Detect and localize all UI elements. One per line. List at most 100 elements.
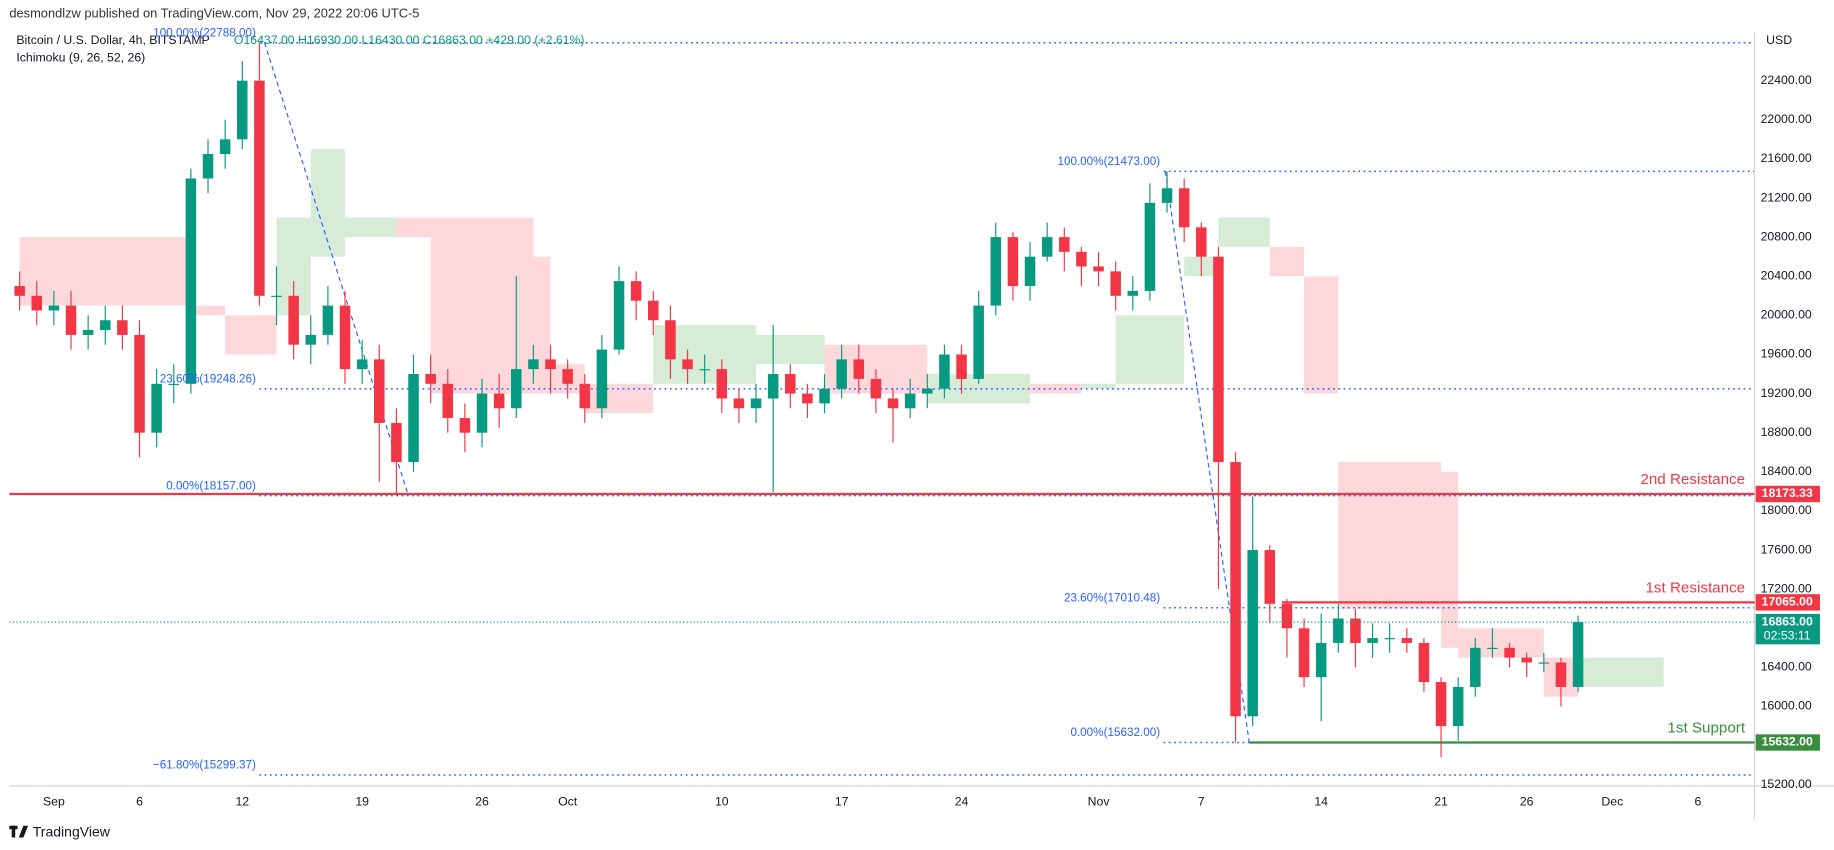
candle-body xyxy=(219,139,231,155)
candle-body xyxy=(819,388,830,404)
candle-body xyxy=(271,295,282,297)
candle-body xyxy=(1178,188,1190,228)
candle-body xyxy=(682,359,693,370)
y-tick-label: 22400.00 xyxy=(1761,73,1812,87)
ohlc: O16437.00 H16930.00 L16430.00 C16863.00 … xyxy=(234,33,585,47)
candle-body xyxy=(322,305,334,335)
cloud xyxy=(1441,471,1459,648)
candle-body xyxy=(408,374,419,463)
candle-body xyxy=(117,320,128,335)
x-tick-label: 26 xyxy=(1520,795,1534,809)
candle-body xyxy=(648,300,659,321)
candle-body xyxy=(887,398,899,409)
fib-label: 23.60%(19248.26) xyxy=(160,373,256,386)
level-tag xyxy=(1755,734,1820,751)
candle-body xyxy=(1435,682,1447,727)
candle-body xyxy=(254,80,265,296)
candle-body xyxy=(1470,647,1481,687)
candle-body xyxy=(990,237,1002,306)
candle-body xyxy=(339,305,351,370)
candle-body xyxy=(1213,256,1224,463)
candle-body xyxy=(476,393,488,433)
x-tick-label: 26 xyxy=(475,795,489,809)
y-tick-label: 18000.00 xyxy=(1761,503,1812,517)
candle-body xyxy=(1264,550,1276,604)
candle-body xyxy=(1298,628,1310,678)
y-tick-label: 18400.00 xyxy=(1761,464,1812,478)
candle-body xyxy=(391,422,402,463)
x-tick-label: 24 xyxy=(955,795,969,809)
last-price-tag xyxy=(1755,613,1820,645)
x-tick-label: 14 xyxy=(1314,795,1328,809)
candle-body xyxy=(1418,642,1430,683)
cloud xyxy=(430,217,534,394)
candle-body xyxy=(904,393,916,409)
cloud xyxy=(756,334,825,365)
fib-label: −61.80%(15299.37) xyxy=(153,759,256,772)
candle-body xyxy=(288,295,299,345)
candle-body xyxy=(665,320,676,360)
plot-area xyxy=(9,41,1755,776)
candle-body xyxy=(716,369,728,399)
x-tick-label: 21 xyxy=(1434,795,1448,809)
fib-label: 23.60%(17010.48) xyxy=(1064,591,1160,604)
candle-body xyxy=(1281,603,1293,629)
y-tick-label: 20000.00 xyxy=(1761,308,1812,322)
y-tick-label: 18800.00 xyxy=(1761,425,1812,439)
candle-body xyxy=(1144,202,1156,291)
cloud xyxy=(345,217,397,238)
candle-body xyxy=(31,295,43,311)
candle-body xyxy=(802,393,813,404)
y-tick-label: 15200.00 xyxy=(1761,777,1812,791)
x-tick-label: 6 xyxy=(1695,795,1702,809)
y-tick-label: 19600.00 xyxy=(1761,347,1812,361)
candle-body xyxy=(836,359,847,389)
level-tag xyxy=(1755,594,1820,611)
candle-body xyxy=(853,359,865,379)
candle-body xyxy=(511,369,522,409)
y-tick-label: 22000.00 xyxy=(1761,112,1812,126)
level-name: 1st Support xyxy=(1667,719,1745,736)
candle-body xyxy=(202,154,214,179)
candle-body xyxy=(14,286,25,296)
y-tick-label: 20800.00 xyxy=(1761,229,1812,243)
footer-logo xyxy=(9,825,29,838)
cloud xyxy=(190,305,226,316)
candle-body xyxy=(1041,237,1053,257)
cloud xyxy=(1269,246,1305,277)
cloud xyxy=(1218,217,1270,247)
level-tag xyxy=(1755,485,1820,503)
y-tick-label: 17600.00 xyxy=(1761,542,1812,556)
x-tick-label: 12 xyxy=(235,795,249,809)
y-tick-label: 20400.00 xyxy=(1761,268,1812,282)
candle-body xyxy=(613,281,625,350)
candle-body xyxy=(356,359,368,370)
candle-body xyxy=(767,374,779,399)
cloud xyxy=(1338,462,1442,609)
last-price-label: 16863.00 xyxy=(1762,614,1813,628)
candle-body xyxy=(1504,647,1515,658)
candle-body xyxy=(956,354,967,379)
currency: USD xyxy=(1766,33,1792,47)
candle-body xyxy=(939,354,950,389)
candle-body xyxy=(579,383,591,409)
candle-body xyxy=(630,281,642,301)
level-tag-label: 15632.00 xyxy=(1762,735,1813,749)
candle-body xyxy=(425,374,436,384)
y-tick-label: 16400.00 xyxy=(1761,660,1812,674)
candle-body xyxy=(922,388,933,394)
candle-body xyxy=(1315,642,1327,678)
candle-body xyxy=(82,330,94,335)
x-tick-label: 7 xyxy=(1198,795,1205,809)
candle-body xyxy=(65,305,77,335)
publisher: desmondlzw published on TradingView.com,… xyxy=(9,5,419,20)
cloud xyxy=(533,256,551,394)
candle-body xyxy=(545,359,556,370)
fib-label: 0.00%(15632.00) xyxy=(1070,726,1160,739)
y-tick-label: 16000.00 xyxy=(1761,699,1812,713)
y-tick-label: 17200.00 xyxy=(1761,581,1812,595)
candle-body xyxy=(596,349,608,409)
candle-body xyxy=(1161,188,1173,203)
